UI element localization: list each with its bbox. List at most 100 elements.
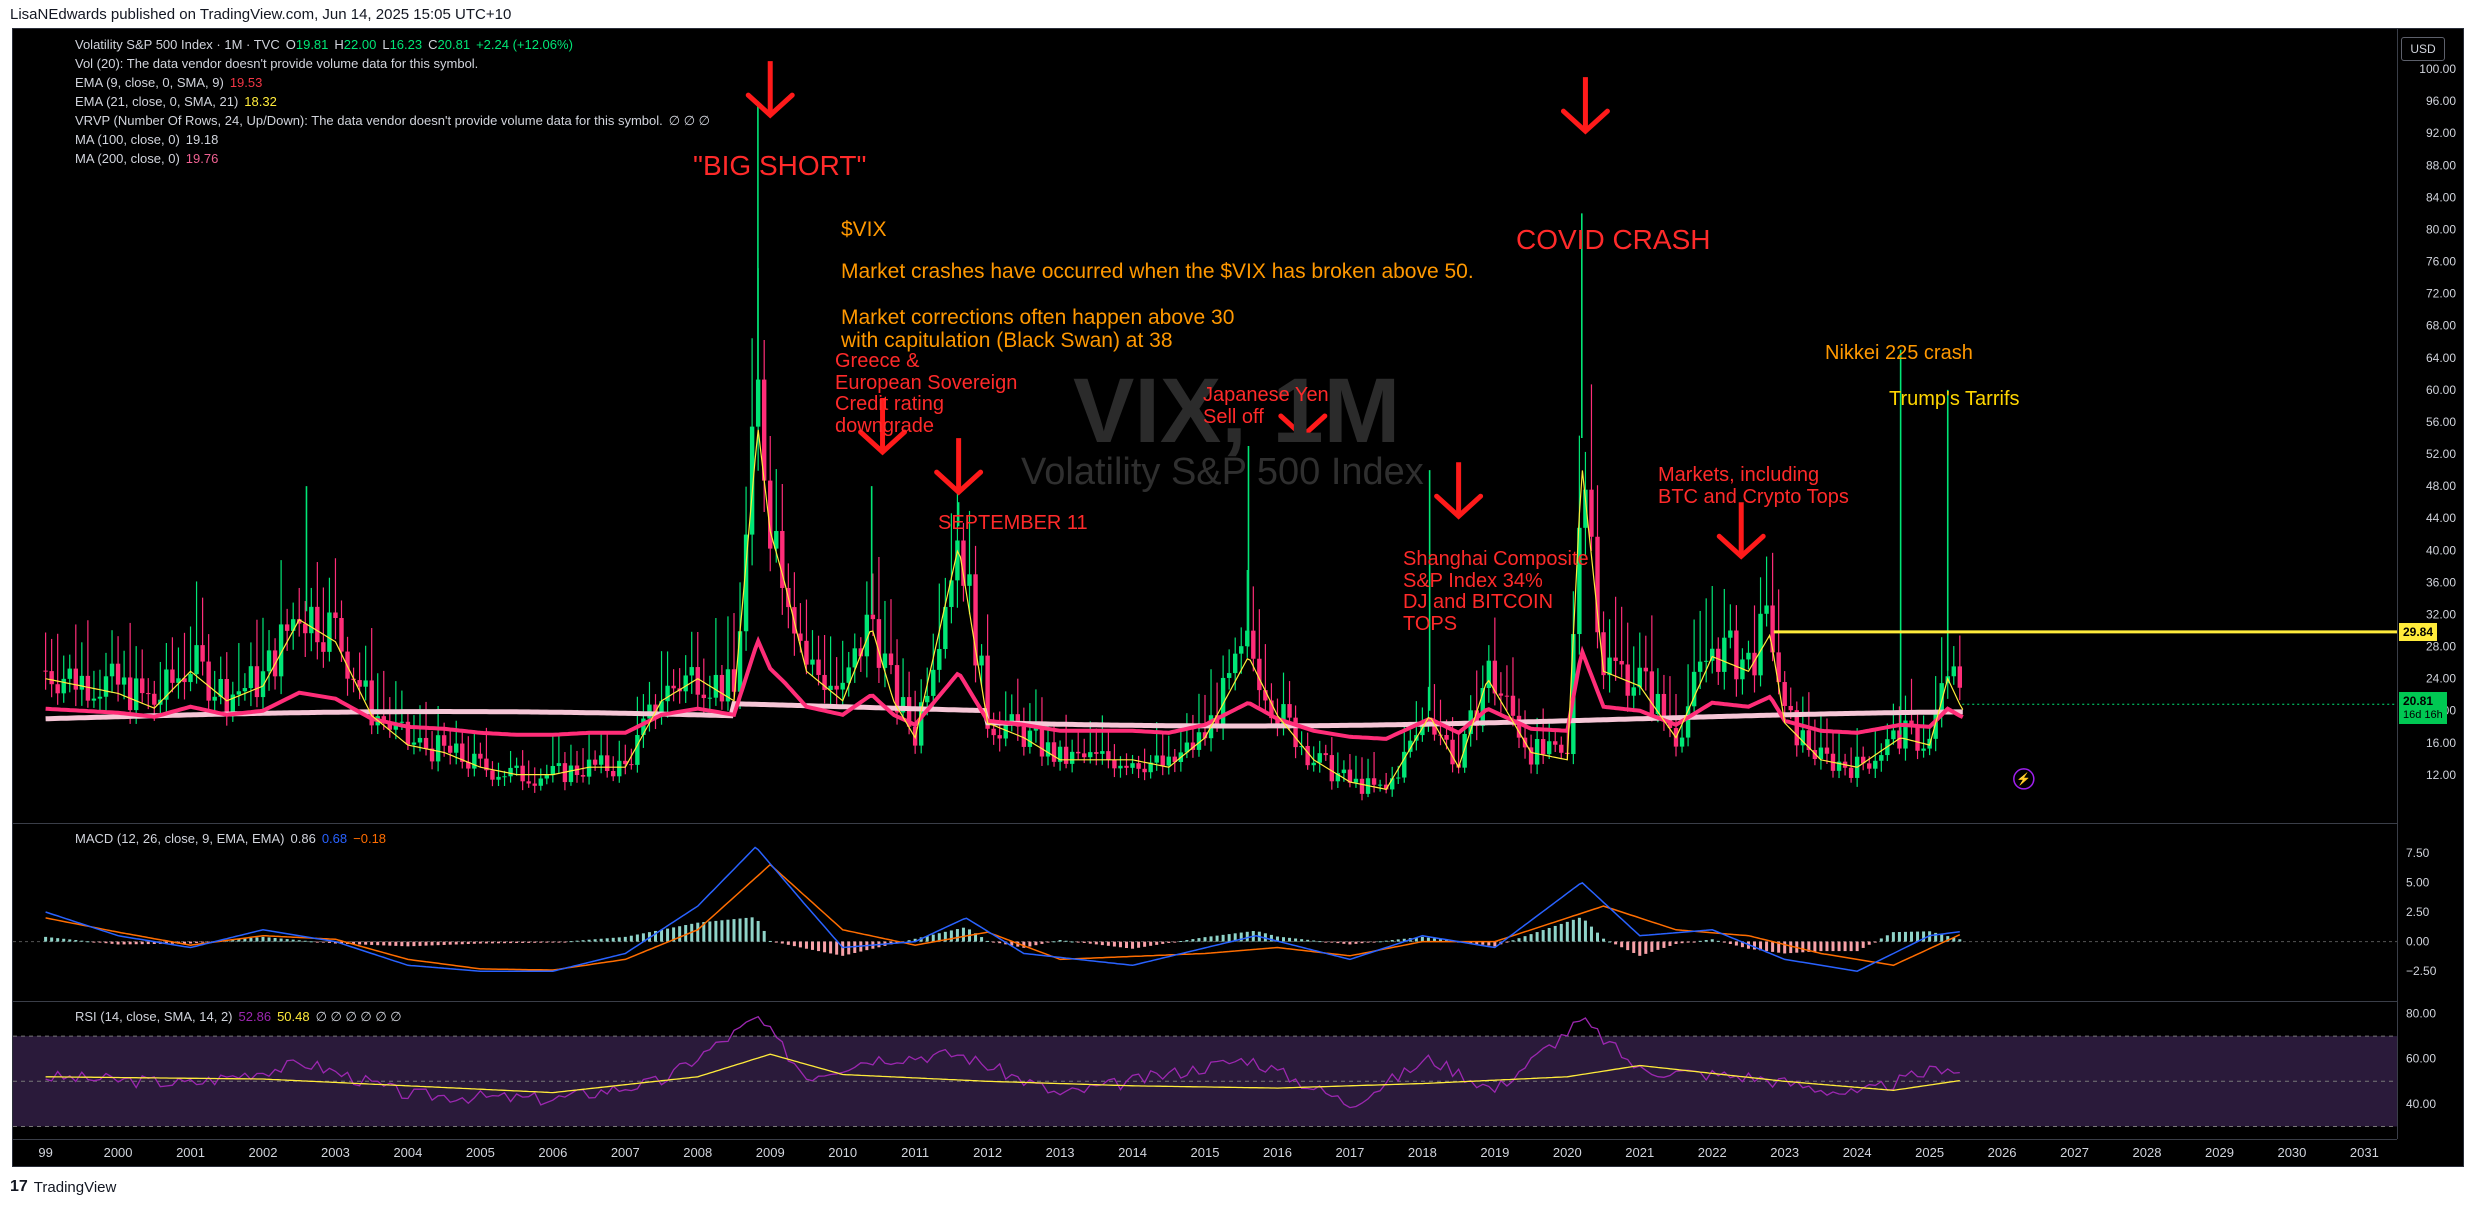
chart-frame[interactable]: ⚡ VIX, 1M Volatility S&P 500 Index Volat… [12,28,2464,1167]
price-pane[interactable]: ⚡ VIX, 1M Volatility S&P 500 Index Volat… [13,29,2397,824]
annotation-arrow [1278,381,1328,440]
macd-label[interactable]: MACD (12, 26, close, 9, EMA, EMA) [75,831,285,846]
candle [1595,485,1600,649]
candle-body [1492,660,1498,694]
rsi-pane[interactable]: RSI (14, close, SMA, 14, 2) 52.86 50.48 ∅ … [13,1001,2397,1140]
macd-hist-bar [146,941,150,945]
candle [671,669,676,702]
watermark-ticker: VIX, 1M [1073,360,1401,462]
macd-hist-bar [1209,936,1213,942]
arrow-head [934,469,984,496]
price-tick-label: 48.00 [2426,479,2456,493]
indicator-row[interactable]: MA (100, close, 0) 19.18 [75,130,710,149]
candle [85,620,91,708]
macd-hist-bar [484,941,488,944]
currency-button[interactable]: USD [2401,37,2445,61]
candle-body [1897,730,1902,749]
candle-body [1824,747,1830,754]
candle-body [1353,778,1359,783]
candle-body [1498,693,1504,696]
macd-hist-bar [1813,941,1817,952]
candle [321,587,326,668]
candle [1148,755,1153,779]
macd-hist-bar [376,941,380,946]
time-tick-label: 2023 [1770,1145,1799,1160]
time-tick-label: 2011 [901,1145,929,1160]
candle [943,577,948,659]
macd-hist-bar [1191,939,1195,942]
macd-pane[interactable]: MACD (12, 26, close, 9, EMA, EMA) 0.86 0.… [13,823,2397,1002]
rsi-chart-svg [13,1015,2397,1127]
time-axis[interactable]: 99 2000 2001 2002 2003 2004 2005 2006 2007 2008 20… [13,1139,2397,1166]
time-tick-label: 2002 [249,1145,278,1160]
candle [1027,703,1033,754]
macd-axis[interactable]: 7.50 5.00 2.50 0.00 −2.50 [2397,823,2464,1001]
candle-body [1045,742,1051,757]
time-tick-label: 2028 [2133,1145,2162,1160]
indicator-row[interactable]: Vol (20): The data vendor doesn't provid… [75,54,710,73]
macd-hist-bar [182,941,186,944]
candle [1402,722,1407,783]
macd-hist-bar [986,940,990,942]
candle [1716,637,1721,685]
candle-body [532,783,537,786]
candle [689,631,694,694]
candle [1082,738,1087,764]
price-axis[interactable]: 100.00 96.00 92.00 88.00 84.00 80.00 76.00 72.0… [2397,29,2464,823]
macd-hist-bar [1149,941,1153,946]
rsi-label[interactable]: RSI (14, close, SMA, 14, 2) [75,1009,233,1024]
indicator-row[interactable]: EMA (9, close, 0, SMA, 9) 19.53 [75,73,710,92]
candle-body [387,722,393,730]
candle-body [133,678,139,711]
candle [339,600,344,662]
candle [1045,724,1051,766]
indicator-row[interactable]: VRVP (Number Of Rows, 24, Up/Down): The … [75,111,710,130]
macd-chart-svg [13,846,2397,972]
indicator-value: 19.76 [185,151,219,166]
candle [1263,644,1268,711]
candle-body [297,619,302,624]
macd-hist-bar [1390,940,1394,942]
macd-hist-bar [1282,937,1286,942]
chart-annotation: Trump's Tarrifs [1889,388,2020,410]
candle [490,761,495,787]
candle [133,646,139,724]
candle [1703,598,1709,683]
symbol-title[interactable]: Volatility S&P 500 Index · 1M · TVC [75,37,280,52]
macd-hist-bar [1366,941,1370,943]
candle-body [514,765,519,768]
candle-body [1323,753,1328,756]
macd-hist-bar [1620,941,1624,948]
candle [333,558,338,640]
candle [876,556,882,683]
indicator-row[interactable]: EMA (21, close, 0, SMA, 21) 18.32 [75,92,710,111]
candle [713,618,719,706]
macd-hist-bar [1922,931,1926,942]
annotation-arrow [934,438,984,496]
macd-hist-bar [1420,936,1424,942]
candle [882,600,888,688]
macd-hist-bar [635,934,639,942]
candle-body [1239,646,1244,654]
ohlc-key: O [285,37,296,52]
candle [1637,632,1642,696]
macd-hist-bar [1233,933,1237,942]
macd-hist-bar [1511,940,1515,942]
candle-body [985,655,990,729]
candle [1239,627,1244,674]
candle-body [1088,752,1093,758]
candle-body [1190,742,1196,750]
rsi-line [45,1015,1960,1109]
macd-hist-bar [913,938,917,942]
macd-hist-bar [810,941,814,950]
macd-hist-bar [581,940,585,942]
tradingview-logo[interactable]: 17 TradingView [10,1178,116,1196]
rsi-axis[interactable]: 80.00 60.00 40.00 [2397,1001,2464,1139]
macd-hist-bar [412,941,416,947]
macd-hist-bar [1487,941,1491,946]
last-price-value: 20.81 [2403,694,2434,709]
candle [1951,646,1956,685]
price-axis-svg: 100.00 96.00 92.00 88.00 84.00 80.00 76.00 72.0… [2419,62,2456,782]
indicator-row[interactable]: MA (200, close, 0) 19.76 [75,149,710,168]
candle-body [1003,724,1008,739]
